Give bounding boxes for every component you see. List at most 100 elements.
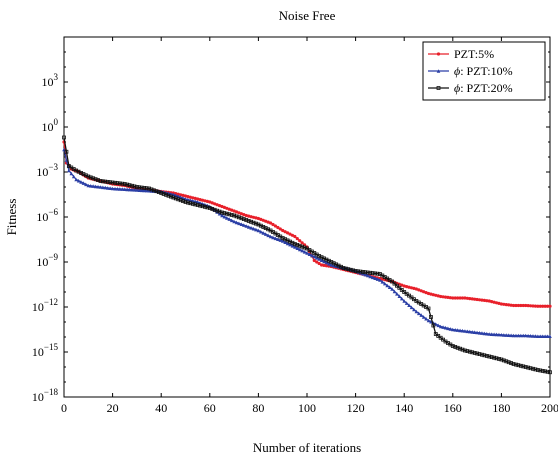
data-point xyxy=(526,365,531,370)
data-point xyxy=(251,220,256,225)
data-point xyxy=(237,221,241,226)
chart-title: Noise Free xyxy=(279,8,336,23)
data-point xyxy=(224,211,229,216)
data-point xyxy=(453,328,458,332)
data-point xyxy=(480,331,484,335)
data-point xyxy=(467,349,472,354)
data-point xyxy=(426,306,431,311)
data-point xyxy=(475,330,479,335)
data-point xyxy=(434,293,438,297)
data-point xyxy=(446,295,450,299)
data-point xyxy=(489,355,494,360)
data-point xyxy=(186,195,190,199)
data-point xyxy=(244,224,249,228)
data-point xyxy=(416,311,421,316)
data-point xyxy=(220,204,224,209)
data-point xyxy=(463,348,467,353)
data-point xyxy=(412,307,416,312)
data-point xyxy=(455,328,460,332)
data-point xyxy=(207,206,212,210)
data-point xyxy=(254,227,258,232)
data-point xyxy=(144,188,149,193)
data-point xyxy=(516,303,521,308)
data-point xyxy=(460,347,465,352)
data-point xyxy=(373,271,377,276)
data-point xyxy=(305,251,309,255)
data-point xyxy=(132,188,137,192)
data-point xyxy=(540,334,545,339)
data-point xyxy=(497,301,501,305)
data-point xyxy=(110,180,115,185)
data-point xyxy=(441,295,445,299)
data-point xyxy=(137,188,142,192)
data-point xyxy=(220,210,224,215)
data-point xyxy=(79,180,83,184)
data-point xyxy=(315,260,319,264)
data-point xyxy=(382,281,387,286)
data-point xyxy=(497,356,501,361)
data-point xyxy=(259,217,263,221)
data-point xyxy=(290,244,295,248)
y-tick-label: 10−18 xyxy=(32,387,59,404)
data-point xyxy=(181,199,185,204)
data-point xyxy=(227,207,231,211)
data-point xyxy=(387,285,392,289)
data-point xyxy=(327,262,331,266)
data-point xyxy=(113,186,117,191)
data-point xyxy=(346,267,351,272)
data-point xyxy=(64,149,69,154)
data-point xyxy=(283,240,287,244)
data-point xyxy=(280,239,285,243)
data-point xyxy=(395,283,399,288)
data-point xyxy=(453,344,458,349)
data-point xyxy=(96,178,100,183)
data-point xyxy=(176,197,181,202)
data-point xyxy=(468,297,472,301)
data-point xyxy=(460,296,465,300)
data-point xyxy=(268,221,273,225)
data-point xyxy=(67,168,71,173)
data-point xyxy=(86,183,91,188)
data-point xyxy=(548,334,552,339)
series-line xyxy=(63,149,550,337)
data-point xyxy=(363,270,368,275)
data-point xyxy=(475,351,480,356)
data-point xyxy=(217,211,222,216)
data-point xyxy=(161,191,166,196)
data-point xyxy=(125,182,130,187)
data-point xyxy=(134,185,139,189)
y-tick-label: 100 xyxy=(42,117,59,134)
data-point xyxy=(519,333,523,338)
series-3 xyxy=(62,135,552,375)
data-point xyxy=(455,345,460,350)
data-point xyxy=(531,334,535,338)
data-point xyxy=(414,309,419,314)
data-point xyxy=(246,225,251,229)
data-point xyxy=(234,210,239,214)
data-point xyxy=(142,185,147,190)
data-point xyxy=(144,186,149,191)
data-point xyxy=(300,244,305,249)
data-point xyxy=(409,286,414,290)
data-point xyxy=(198,203,202,208)
data-point xyxy=(176,192,180,196)
data-point xyxy=(439,294,443,299)
data-point xyxy=(477,331,482,335)
data-point xyxy=(543,304,547,308)
data-point xyxy=(528,366,533,371)
data-point xyxy=(397,285,402,290)
data-point xyxy=(538,334,543,339)
x-tick-label: 140 xyxy=(395,401,413,415)
data-point xyxy=(494,301,499,305)
data-point xyxy=(545,304,550,308)
data-point xyxy=(538,304,542,308)
data-point xyxy=(200,204,205,209)
data-point xyxy=(511,333,516,338)
data-point xyxy=(208,200,212,204)
x-axis-label: Number of iterations xyxy=(253,440,361,455)
data-point xyxy=(210,206,215,211)
data-point xyxy=(293,245,297,249)
data-point xyxy=(302,245,307,250)
data-point xyxy=(485,299,489,303)
